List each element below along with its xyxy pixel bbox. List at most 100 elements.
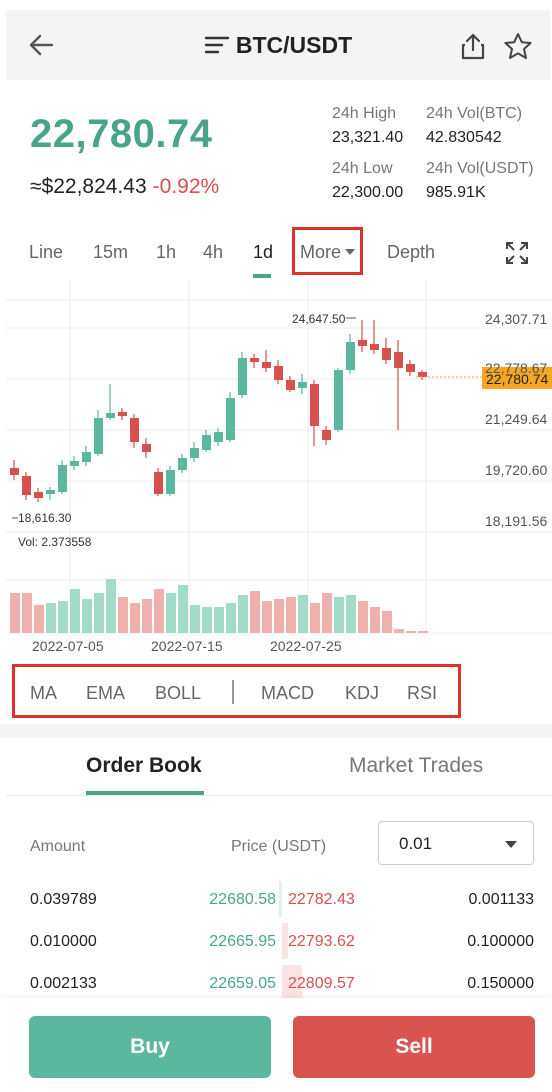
candle-body <box>286 380 295 390</box>
max-price-label: 24,647.50 <box>292 312 346 326</box>
stat-24h-vol-usdt: 24h Vol(USDT) 985.91K <box>426 160 534 202</box>
candle-body <box>202 435 211 450</box>
price-axis-label: 21,249.64 <box>485 411 547 427</box>
min-price-label: 18,616.30 <box>18 511 72 525</box>
fullscreen-icon[interactable] <box>505 241 529 265</box>
precision-select[interactable]: 0.01 <box>378 821 534 865</box>
volume-bar <box>106 579 116 633</box>
candlestick-chart[interactable]: 22,780.74 24,307.71 22,778.67 21,249.64 … <box>6 280 552 660</box>
tab-depth[interactable]: Depth <box>387 242 436 262</box>
volume-bar <box>394 629 404 633</box>
back-arrow-icon[interactable] <box>28 33 54 57</box>
volume-bar <box>370 607 380 633</box>
active-tab-underline <box>253 274 271 278</box>
tab-market-trades[interactable]: Market Trades <box>349 754 484 777</box>
volume-bar <box>46 603 56 633</box>
candle-body <box>346 342 355 370</box>
price-change: -0.92% <box>152 175 220 198</box>
precision-value: 0.01 <box>399 834 433 853</box>
sell-button[interactable]: Sell <box>293 1016 535 1078</box>
stat-label: 24h Low <box>332 160 393 177</box>
ask-amount: 0.001133 <box>468 891 534 908</box>
date-axis-label: 2022-07-15 <box>151 638 223 654</box>
star-icon[interactable] <box>503 32 533 60</box>
order-book-row[interactable]: 0.039789 22680.58 22782.43 0.001133 <box>0 879 552 921</box>
candle-body <box>22 476 31 495</box>
fiat-price-row: ≈$22,824.43 -0.92% <box>30 175 219 199</box>
tab-4h[interactable]: 4h <box>203 242 224 262</box>
indicator-rsi[interactable]: RSI <box>407 683 438 703</box>
volume-bar <box>166 593 176 633</box>
tab-order-book[interactable]: Order Book <box>86 754 202 777</box>
volume-bar <box>262 601 272 633</box>
indicator-ema[interactable]: EMA <box>86 683 126 703</box>
order-book-row[interactable]: 0.010000 22665.95 22793.62 0.100000 <box>0 921 552 963</box>
candle-body <box>130 418 139 442</box>
chevron-down-icon <box>505 841 517 848</box>
action-bar: Buy Sell <box>0 998 552 1092</box>
candle-body <box>382 348 391 360</box>
stat-value: 22,300.00 <box>332 184 404 201</box>
volume-bar <box>298 595 308 633</box>
candle-body <box>34 492 43 498</box>
volume-bar <box>274 599 284 633</box>
volume-bar <box>34 605 44 633</box>
candle-body <box>190 448 199 458</box>
candle-body <box>310 384 319 426</box>
candle-body <box>370 344 379 350</box>
bid-price: 22659.05 <box>209 975 276 992</box>
pair-title-button[interactable]: BTC/USDT <box>6 32 550 59</box>
volume-bar <box>358 601 368 633</box>
price-axis-label: 22,778.67 <box>485 360 547 376</box>
indicator-boll[interactable]: BOLL <box>155 683 202 703</box>
price-axis-label: 24,307.71 <box>485 311 547 327</box>
volume-bar <box>322 593 332 633</box>
header-price: Price (USDT) <box>231 838 327 855</box>
ask-price: 22793.62 <box>288 933 355 950</box>
volume-bar <box>10 593 20 633</box>
caret-down-icon <box>345 249 356 255</box>
tab-1h[interactable]: 1h <box>156 242 177 262</box>
volume-bar <box>118 597 128 633</box>
tab-1d[interactable]: 1d <box>253 242 274 262</box>
volume-bar <box>190 605 200 633</box>
tab-15m[interactable]: 15m <box>93 242 129 262</box>
indicator-macd[interactable]: MACD <box>261 683 314 703</box>
stat-label: 24h Vol(USDT) <box>426 160 534 177</box>
highlight-box-more <box>292 227 363 275</box>
candle-body <box>334 370 343 430</box>
volume-bar <box>214 607 224 633</box>
highlight-box-indicators <box>12 664 461 718</box>
indicator-divider <box>232 680 234 704</box>
volume-bar <box>250 591 260 633</box>
top-bar: BTC/USDT <box>6 10 550 80</box>
buy-button[interactable]: Buy <box>29 1016 271 1078</box>
price-axis-label: 19,720.60 <box>485 462 547 478</box>
date-axis-label: 2022-07-25 <box>270 638 342 654</box>
candle-body <box>394 352 403 368</box>
tab-more[interactable]: More <box>300 242 356 263</box>
candle-body <box>238 358 247 395</box>
candle-body <box>298 382 307 388</box>
candle-body <box>58 465 67 492</box>
ask-depth-bar <box>282 965 302 1001</box>
volume-bar <box>286 597 296 633</box>
order-book-row[interactable]: 0.002133 22659.05 22809.57 0.150000 <box>0 963 552 1005</box>
stat-24h-vol-btc: 24h Vol(BTC) 42.830542 <box>426 105 522 147</box>
interval-tabs: Line 15m 1h 4h 1d More Depth <box>0 236 552 278</box>
price-axis-label: 18,191.56 <box>485 513 547 529</box>
volume-bar <box>334 597 344 633</box>
indicator-ma[interactable]: MA <box>30 683 57 703</box>
tab-line[interactable]: Line <box>29 242 64 262</box>
last-price: 22,780.74 <box>30 112 213 156</box>
indicator-kdj[interactable]: KDJ <box>345 683 380 703</box>
fiat-price: ≈$22,824.43 <box>30 175 147 198</box>
candle-body <box>142 444 151 452</box>
volume-bar <box>418 631 428 633</box>
volume-bar <box>178 585 188 633</box>
bid-amount: 0.010000 <box>30 933 97 950</box>
candle-body <box>166 470 175 494</box>
share-icon[interactable] <box>460 32 486 60</box>
bid-amount: 0.039789 <box>30 891 97 908</box>
bid-amount: 0.002133 <box>30 975 97 992</box>
